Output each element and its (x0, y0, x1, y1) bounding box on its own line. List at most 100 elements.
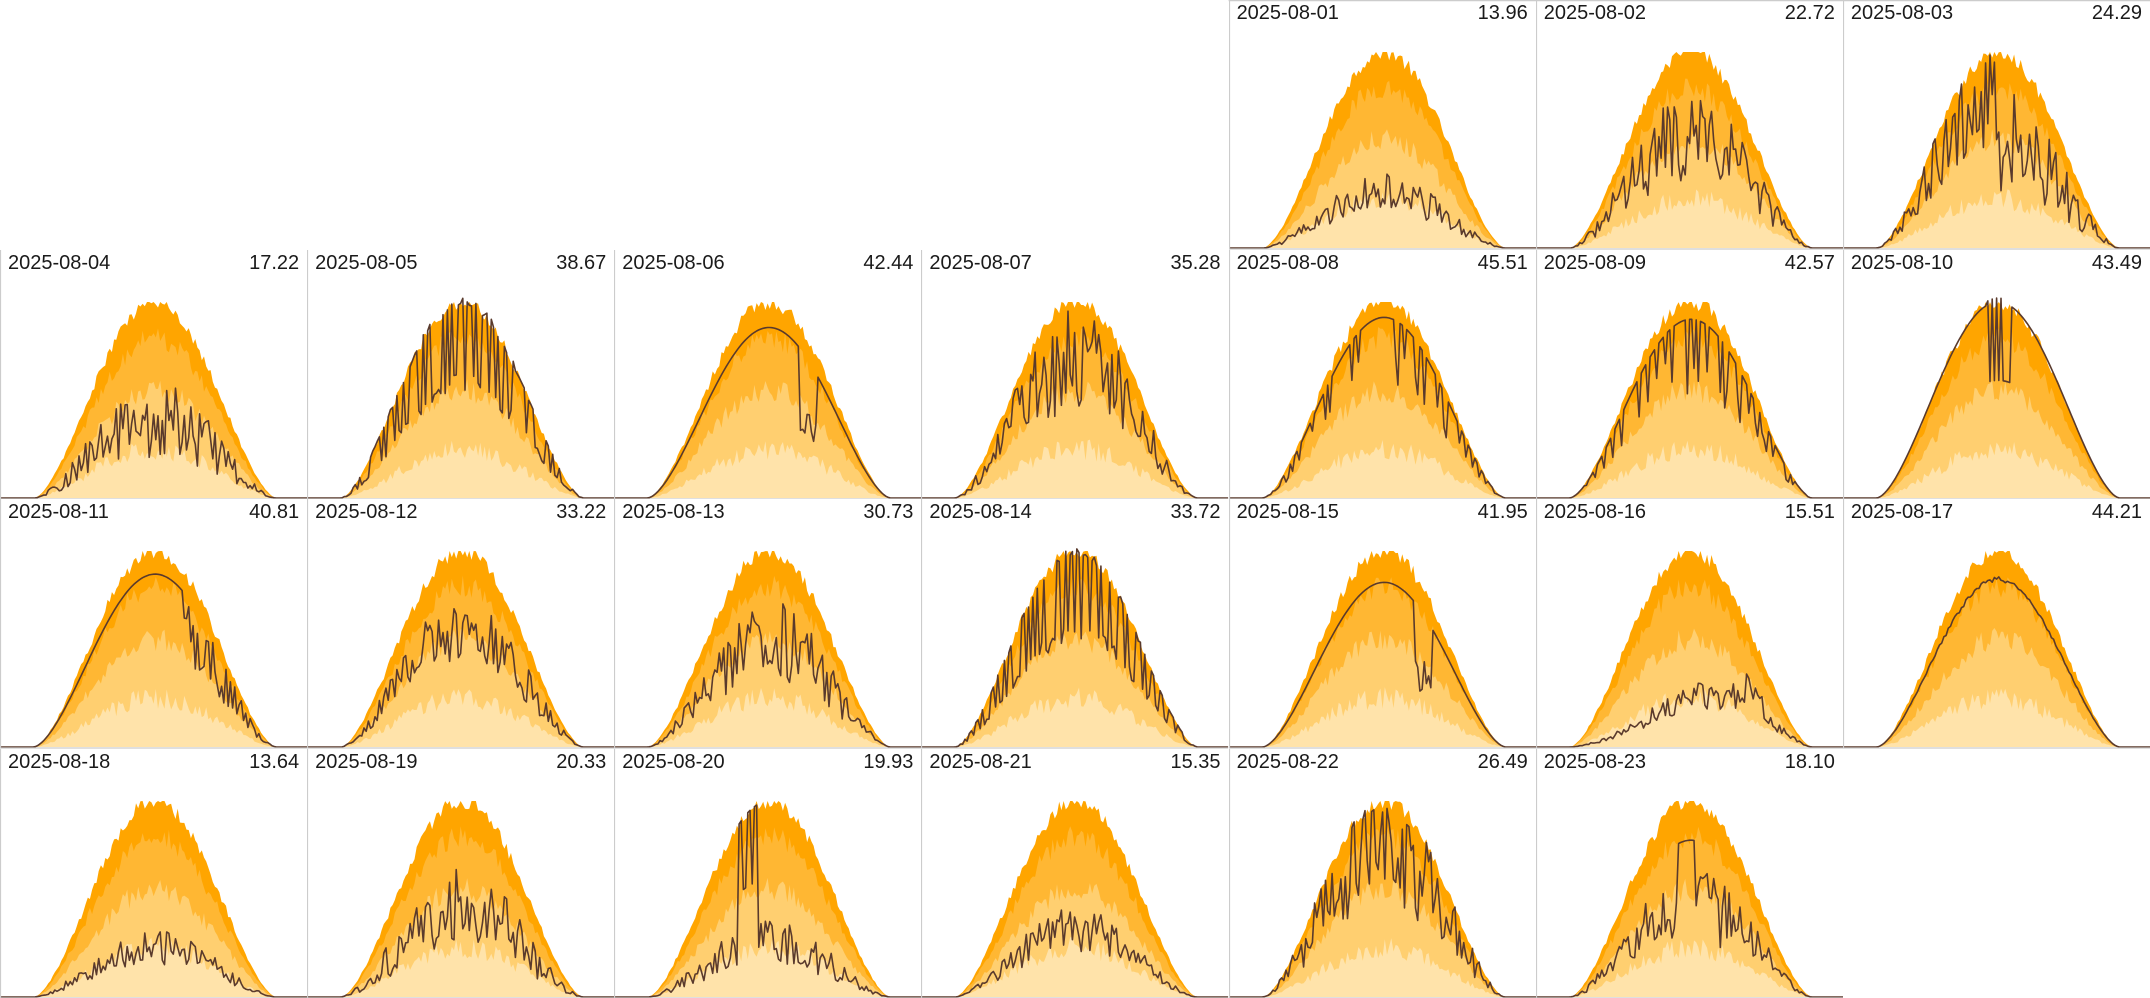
actual-line (614, 326, 922, 499)
day-plot (921, 249, 1229, 499)
band-middle (1535, 628, 1843, 747)
band-middle (1842, 380, 2150, 498)
day-panel: 2025-08-19 20.33 (307, 748, 615, 998)
actual-line (307, 297, 615, 499)
band-lower (1228, 192, 1536, 248)
day-panel: 2025-08-08 45.51 (1228, 249, 1536, 499)
day-date-label: 2025-08-15 (1236, 501, 1339, 523)
band-lower (0, 443, 308, 498)
day-total-label: 38.67 (556, 251, 607, 274)
day-total-label: 13.96 (1477, 2, 1528, 24)
band-lower (921, 936, 1229, 997)
day-plot (1228, 499, 1536, 749)
day-total-label: 30.73 (863, 501, 914, 523)
day-plot (307, 249, 615, 499)
band-middle (307, 877, 615, 997)
day-panel: 2025-08-14 33.72 (921, 499, 1229, 749)
day-total-label: 19.93 (863, 750, 914, 773)
band-lower (614, 937, 922, 997)
day-total-label: 22.72 (1784, 2, 1835, 24)
day-total-label: 18.10 (1784, 750, 1835, 773)
band-middle (614, 631, 922, 747)
day-panel: 2025-08-05 38.67 (307, 249, 615, 499)
day-date-label: 2025-08-05 (315, 251, 418, 274)
day-panel: 2025-08-04 17.22 (0, 249, 308, 499)
day-date-label: 2025-08-13 (622, 501, 725, 523)
band-middle (0, 380, 308, 498)
band-middle (921, 631, 1229, 747)
actual-line (614, 803, 922, 998)
day-plot (307, 748, 615, 998)
day-plot (0, 748, 308, 998)
day-plot (1535, 499, 1843, 749)
day-plot (614, 499, 922, 749)
day-total-label: 33.72 (1170, 501, 1221, 523)
actual-line (1228, 581, 1536, 748)
day-date-label: 2025-08-20 (622, 750, 725, 773)
day-panel: 2025-08-13 30.73 (614, 499, 922, 749)
actual-line (1228, 807, 1536, 998)
day-date-label: 2025-08-21 (929, 750, 1032, 773)
day-total-label: 33.22 (556, 501, 607, 523)
band-middle (307, 629, 615, 747)
day-total-label: 42.44 (863, 251, 914, 274)
band-middle (1535, 132, 1843, 248)
band-middle (307, 378, 615, 498)
day-total-label: 13.64 (249, 750, 300, 773)
day-plot (0, 499, 308, 749)
day-panel: 2025-08-07 35.28 (921, 249, 1229, 499)
day-date-label: 2025-08-12 (315, 501, 418, 523)
band-lower (614, 687, 922, 747)
day-date-label: 2025-08-19 (315, 750, 418, 773)
day-panel: 2025-08-10 43.49 (1842, 249, 2150, 499)
actual-line (1842, 576, 2150, 748)
day-plot (1535, 748, 1843, 998)
day-date-label: 2025-08-06 (622, 251, 725, 274)
day-total-label: 41.95 (1477, 501, 1528, 523)
day-total-label: 40.81 (249, 501, 300, 523)
band-lower (1842, 441, 2150, 498)
day-plot (1535, 0, 1843, 250)
day-plot (921, 499, 1229, 749)
band-middle (614, 380, 922, 498)
day-date-label: 2025-08-10 (1850, 251, 1954, 274)
actual-line (1842, 296, 2150, 499)
day-panel: 2025-08-17 44.21 (1842, 499, 2150, 749)
day-plot (614, 249, 922, 499)
day-total-label: 26.49 (1477, 750, 1528, 773)
day-panel: 2025-08-23 18.10 (1535, 748, 1843, 998)
band-lower (1535, 189, 1843, 248)
actual-line (307, 868, 615, 998)
day-panel: 2025-08-01 13.96 (1228, 0, 1536, 250)
band-lower (1842, 189, 2150, 248)
day-plot (1228, 748, 1536, 998)
day-panel: 2025-08-22 26.49 (1228, 748, 1536, 998)
day-plot (0, 249, 308, 499)
day-plot (1228, 0, 1536, 250)
actual-line (1228, 173, 1536, 249)
day-date-label: 2025-08-09 (1543, 251, 1647, 274)
actual-line (0, 930, 308, 998)
day-plot (307, 499, 615, 749)
day-date-label: 2025-08-18 (8, 750, 111, 773)
band-middle (1228, 630, 1536, 747)
day-panel: 2025-08-12 33.22 (307, 499, 615, 749)
day-plot (1842, 249, 2150, 499)
band-lower (1535, 440, 1843, 498)
day-date-label: 2025-08-17 (1850, 501, 1954, 523)
actual-line (1535, 99, 1843, 249)
day-plot (1228, 249, 1536, 499)
actual-line (1535, 673, 1843, 748)
band-lower (921, 439, 1229, 498)
actual-line (0, 573, 308, 748)
day-panel: 2025-08-15 41.95 (1228, 499, 1536, 749)
band-middle (1228, 878, 1536, 997)
day-panel: 2025-08-06 42.44 (614, 249, 922, 499)
day-date-label: 2025-08-23 (1543, 750, 1647, 773)
day-panel: 2025-08-20 19.93 (614, 748, 922, 998)
actual-line (0, 386, 308, 499)
day-total-label: 15.51 (1784, 501, 1835, 523)
band-lower (307, 689, 615, 747)
day-plot (1842, 499, 2150, 749)
day-panel: 2025-08-11 40.81 (0, 499, 308, 749)
